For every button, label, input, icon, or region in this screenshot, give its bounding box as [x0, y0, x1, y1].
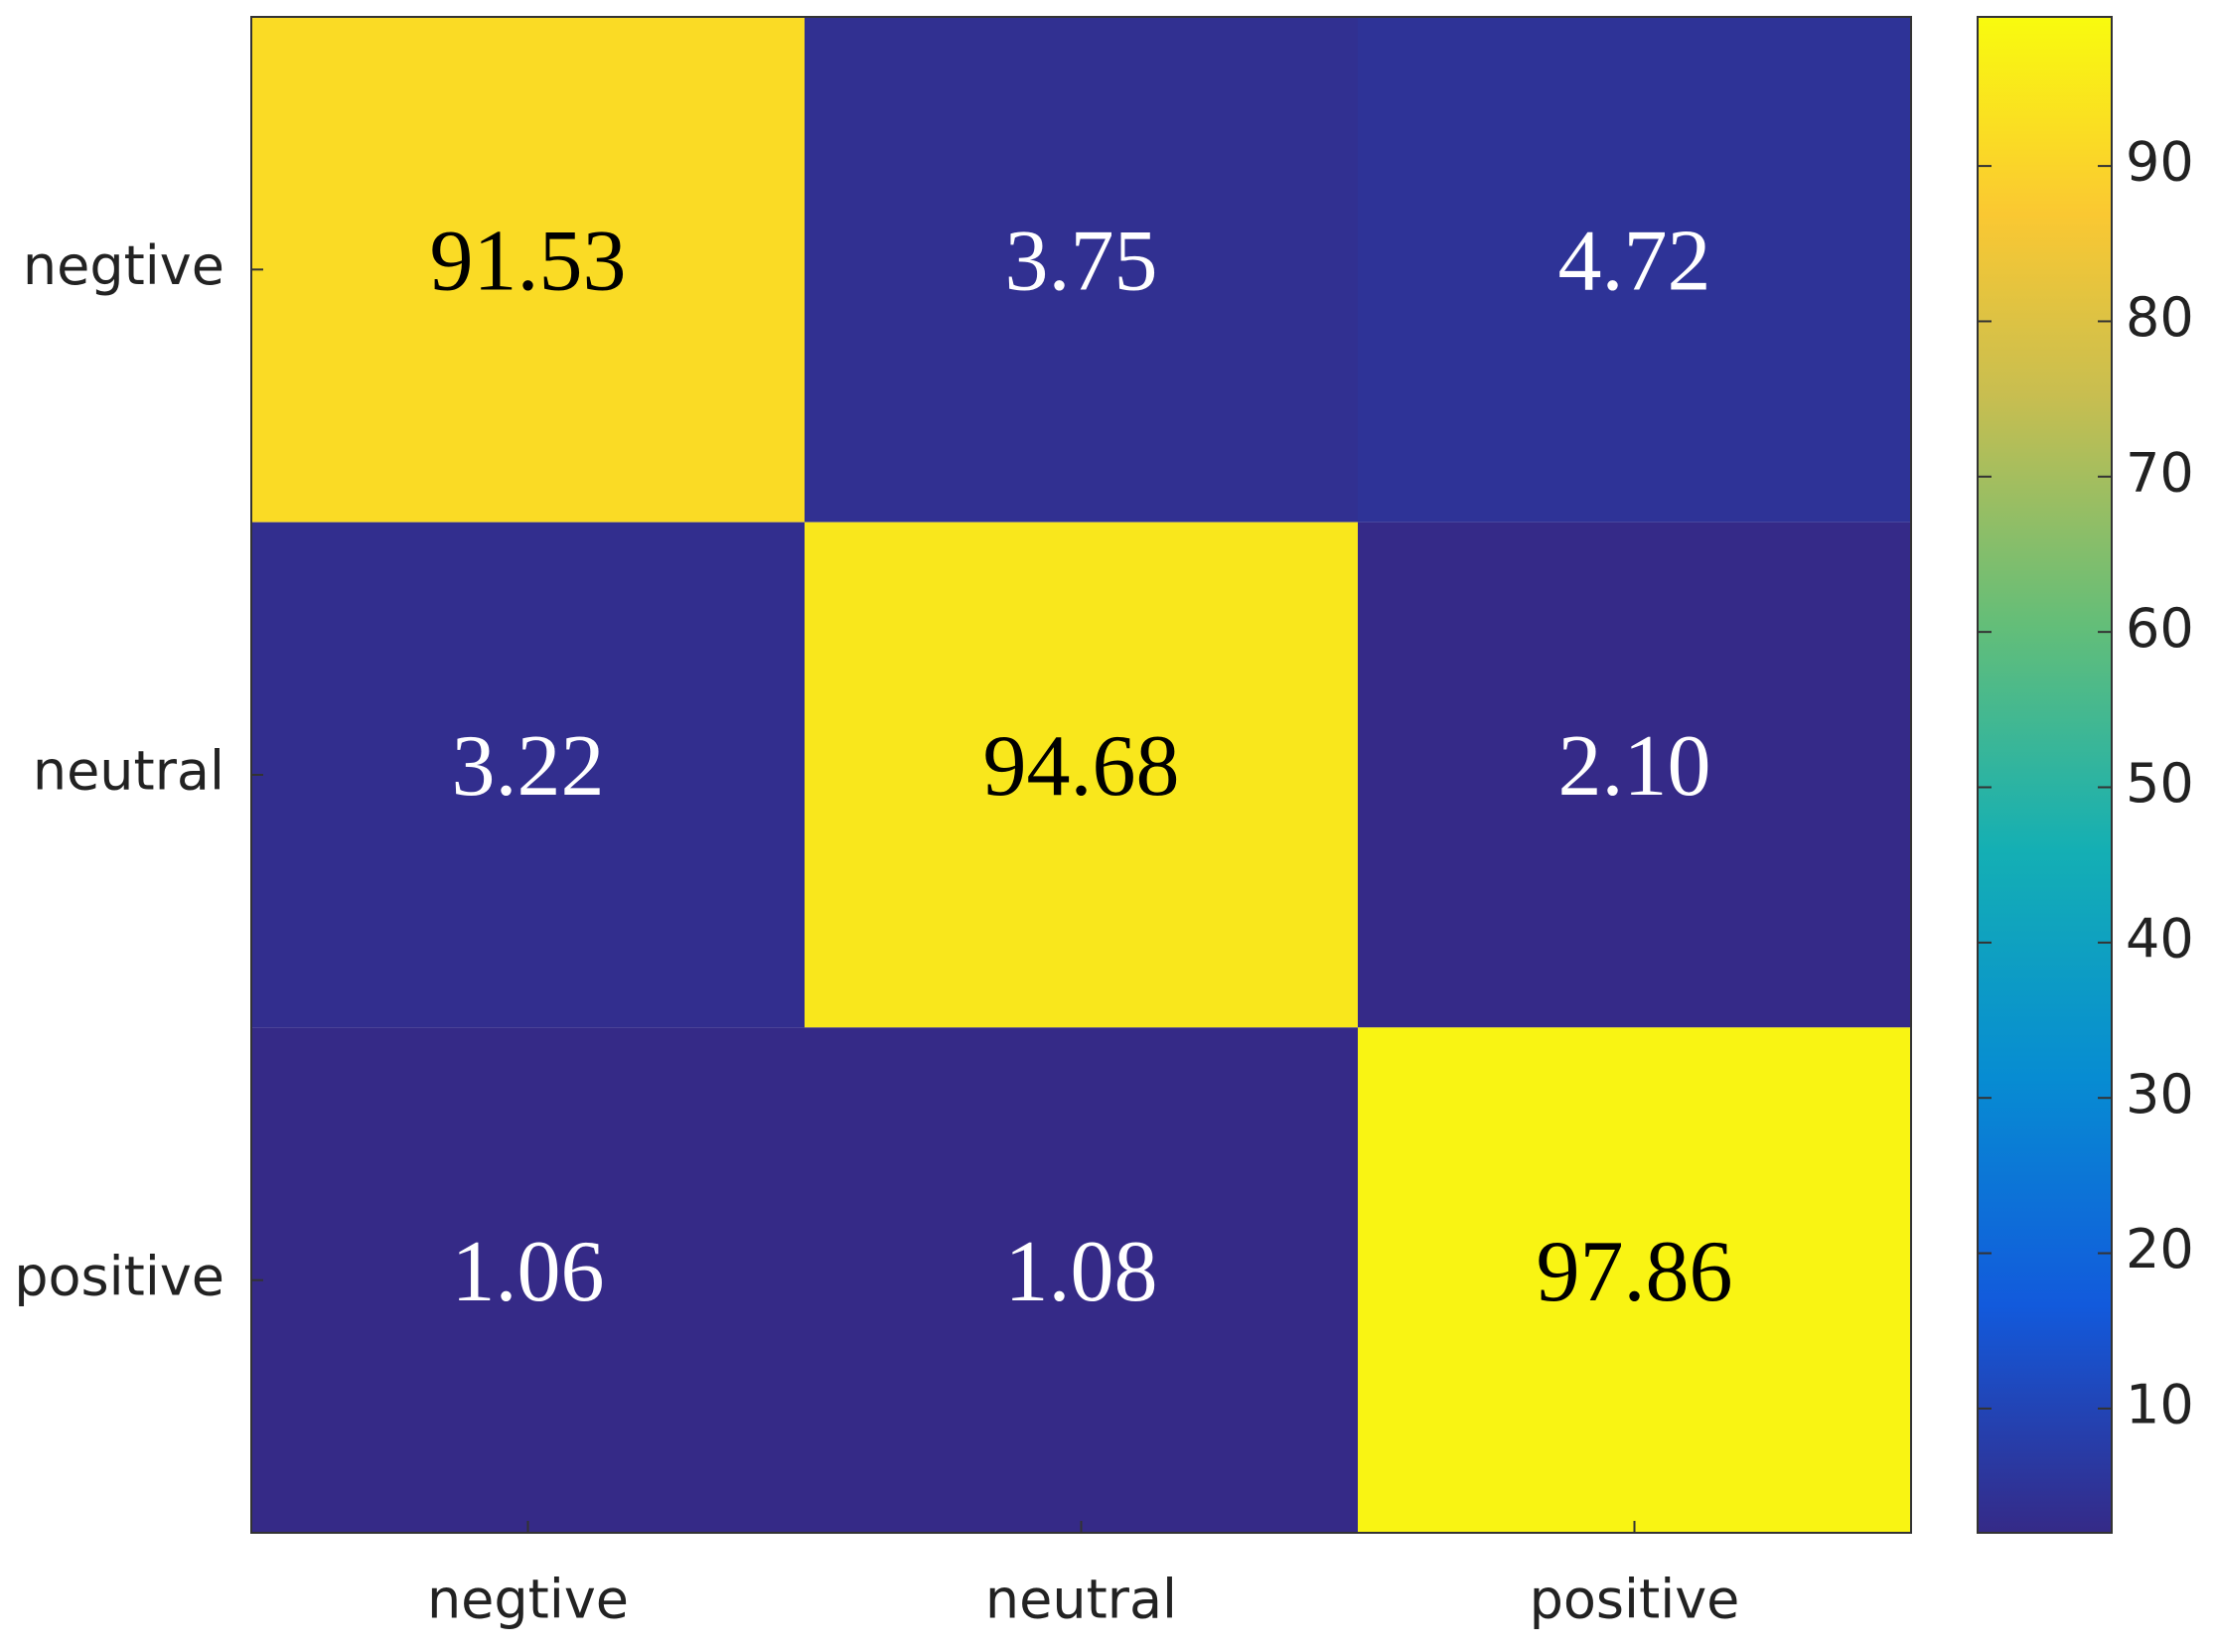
colorbar-tick-label: 60: [2126, 597, 2194, 660]
heatmap-cell: [805, 1027, 1358, 1533]
heatmap-cell: [805, 522, 1358, 1028]
colorbar-tick-label: 20: [2126, 1218, 2194, 1280]
cell-label: 97.86: [1537, 1224, 1733, 1320]
heatmap-cell: [251, 1027, 805, 1533]
x-tick-label: negtive: [427, 1569, 629, 1631]
cell-label: 1.08: [1005, 1224, 1158, 1320]
cell-label: 94.68: [983, 718, 1180, 815]
y-tick-label: negtive: [23, 234, 224, 297]
cell-label: 2.10: [1558, 718, 1711, 815]
heatmap-cell: [805, 17, 1358, 523]
x-tick-label: positive: [1530, 1569, 1740, 1631]
cell-label: 3.75: [1005, 214, 1158, 310]
heatmap-cell: [1358, 522, 1911, 1028]
colorbar-tick-label: 90: [2126, 131, 2194, 194]
colorbar-tick-label: 70: [2126, 441, 2194, 504]
cell-label: 91.53: [430, 214, 627, 310]
colorbar-tick-label: 30: [2126, 1063, 2194, 1126]
heatmap-cell: [251, 522, 805, 1028]
cell-label: 3.22: [452, 718, 605, 815]
x-tick-label: neutral: [985, 1569, 1177, 1631]
y-tick-label: neutral: [33, 740, 224, 803]
colorbar-tick-label: 50: [2126, 752, 2194, 815]
heatmap-cell: [251, 17, 805, 523]
cell-label: 4.72: [1558, 214, 1711, 310]
colorbar-tick-label: 40: [2126, 908, 2194, 971]
colorbar-tick-label: 80: [2126, 286, 2194, 349]
heatmap-cell: [1358, 17, 1911, 523]
colorbar: [1977, 16, 2113, 1534]
cell-label: 1.06: [452, 1224, 605, 1320]
y-tick-label: positive: [14, 1245, 224, 1307]
heatmap-cell: [1358, 1027, 1911, 1533]
colorbar-tick-label: 10: [2126, 1374, 2194, 1436]
